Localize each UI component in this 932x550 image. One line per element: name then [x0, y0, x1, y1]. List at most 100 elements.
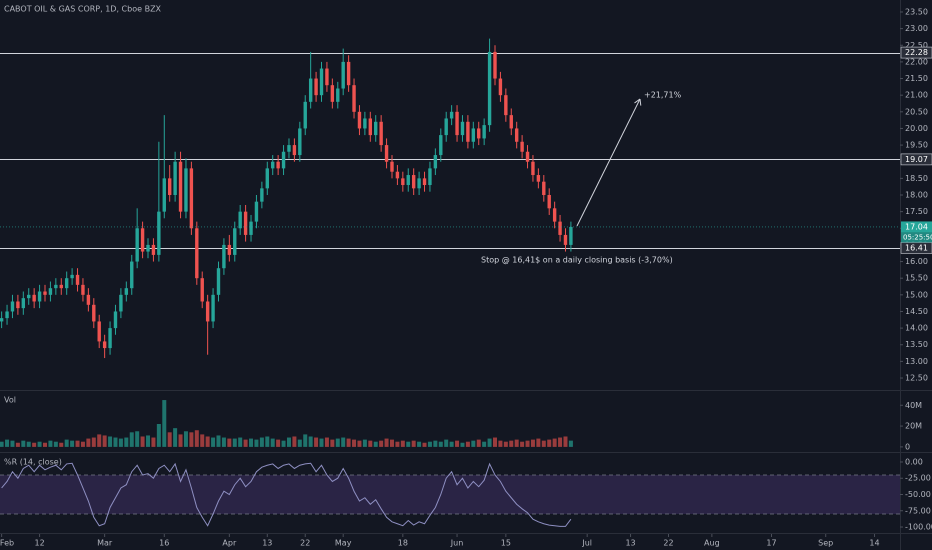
volume-bar: [43, 442, 47, 447]
candle-body: [569, 226, 573, 245]
y-tick-label: 15.00: [905, 290, 928, 299]
volume-bar: [189, 432, 194, 447]
candle-body: [341, 61, 345, 89]
x-tick-label: 13: [262, 539, 272, 548]
volume-bar: [525, 440, 530, 447]
volume-bar: [32, 442, 37, 447]
candle-body: [276, 161, 280, 169]
candle-body: [162, 178, 166, 212]
countdown-label: 05:25:50: [903, 233, 932, 241]
candle-body: [319, 68, 324, 96]
volume-bar: [59, 442, 64, 447]
y-tick-label: -75.00: [905, 506, 931, 515]
volume-bar: [156, 423, 161, 447]
candle-body: [433, 155, 438, 169]
volume-bar: [86, 438, 91, 447]
volume-bar: [417, 441, 422, 447]
volume-bar: [140, 436, 145, 447]
candle-body: [558, 221, 562, 235]
candle-body: [167, 178, 172, 195]
volume-bar: [568, 440, 573, 447]
candle-body: [314, 78, 318, 96]
y-tick-label: 18.50: [905, 174, 928, 183]
volume-bar: [324, 437, 329, 447]
y-tick-label: -100.00: [905, 523, 932, 532]
volume-bar: [270, 438, 275, 447]
candle-body: [363, 118, 367, 129]
volume-bar: [330, 439, 335, 447]
volume-bar: [341, 437, 346, 447]
volume-bar: [64, 439, 69, 447]
y-tick-label: 20.50: [905, 107, 928, 116]
candle-body: [32, 294, 36, 302]
volume-bar: [389, 439, 394, 447]
volume-bar: [221, 437, 226, 447]
candle-body: [189, 168, 194, 229]
volume-bar: [335, 438, 340, 447]
volume-bar: [379, 440, 384, 447]
volume-bar: [563, 436, 568, 447]
candle-body: [0, 318, 4, 322]
y-tick-label: 16.00: [905, 257, 928, 266]
candle-body: [211, 294, 215, 322]
volume-bar: [422, 442, 427, 447]
x-tick-label: Aug: [704, 539, 720, 548]
y-tick-label: 13.00: [905, 357, 928, 366]
candle-body: [292, 145, 297, 156]
y-tick-label: 40M: [905, 401, 922, 410]
x-tick-label: 14: [869, 539, 879, 548]
volume-bar: [373, 441, 378, 447]
volume-bar: [362, 439, 367, 447]
candle-body: [422, 178, 427, 186]
volume-bar: [178, 434, 183, 447]
arrow-head: [634, 98, 642, 106]
candle-body: [514, 128, 519, 142]
y-tick-label: -25.00: [905, 474, 931, 483]
candle-body: [146, 244, 150, 252]
volume-bar: [113, 437, 118, 447]
stop-annotation: Stop @ 16,41$ on a daily closing basis (…: [481, 256, 673, 265]
volume-bar: [102, 435, 107, 447]
volume-bar: [493, 437, 497, 447]
candle-body: [487, 51, 492, 126]
volume-bar: [75, 440, 80, 447]
candle-body: [520, 141, 524, 152]
target-annotation: +21,71%: [644, 91, 682, 100]
candle-body: [92, 304, 96, 322]
candle-body: [482, 125, 486, 139]
volume-bar: [205, 436, 210, 447]
x-tick-label: Apr: [222, 539, 237, 548]
candle-body: [379, 121, 383, 146]
volume-bar: [167, 432, 172, 447]
volume-bar: [482, 441, 487, 447]
volume-bar: [357, 440, 362, 447]
volume-bar: [15, 442, 20, 447]
x-tick-label: Feb: [0, 539, 14, 548]
volume-bar: [541, 440, 546, 447]
volume-bar: [70, 440, 75, 447]
volume-bar: [509, 440, 514, 447]
volume-bar: [151, 437, 156, 447]
candle-body: [108, 328, 112, 349]
candle-body: [460, 121, 465, 136]
candle-body: [466, 121, 470, 142]
candle-body: [233, 228, 237, 255]
candle-body: [509, 115, 513, 129]
volume-bar: [108, 436, 113, 447]
candle-body: [124, 288, 129, 295]
volume-bar: [200, 434, 205, 447]
level-badge-label: 19.07: [905, 155, 928, 164]
candle-body: [27, 294, 31, 299]
volume-bar: [471, 440, 476, 447]
volume-bar: [308, 436, 313, 447]
volume-bar: [455, 440, 460, 447]
candle-body: [70, 274, 74, 279]
candle-body: [552, 208, 557, 222]
candle-body: [265, 168, 269, 189]
x-tick-label: 18: [398, 539, 408, 548]
volume-bar: [476, 439, 481, 447]
volume-bar: [26, 441, 31, 447]
projection-arrow: [576, 98, 641, 227]
volume-bar: [498, 440, 503, 447]
